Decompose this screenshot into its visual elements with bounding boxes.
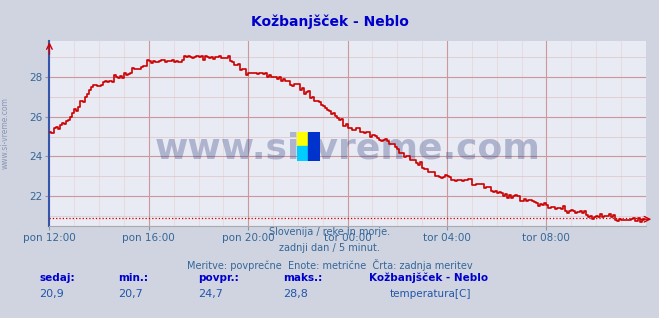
Text: Meritve: povprečne  Enote: metrične  Črta: zadnja meritev: Meritve: povprečne Enote: metrične Črta:…	[186, 259, 473, 271]
Text: www.si-vreme.com: www.si-vreme.com	[155, 131, 540, 165]
Text: sedaj:: sedaj:	[40, 273, 75, 283]
Bar	[297, 132, 308, 147]
Text: 20,9: 20,9	[40, 289, 65, 299]
Text: www.si-vreme.com: www.si-vreme.com	[1, 98, 10, 169]
Text: min.:: min.:	[119, 273, 149, 283]
Text: 24,7: 24,7	[198, 289, 223, 299]
Text: Kožbanjšček - Neblo: Kožbanjšček - Neblo	[250, 14, 409, 29]
Text: maks.:: maks.:	[283, 273, 323, 283]
Text: temperatura[C]: temperatura[C]	[390, 289, 472, 299]
Text: Kožbanjšček - Neblo: Kožbanjšček - Neblo	[369, 273, 488, 283]
Text: 20,7: 20,7	[119, 289, 144, 299]
Text: Slovenija / reke in morje.: Slovenija / reke in morje.	[269, 227, 390, 237]
Text: povpr.:: povpr.:	[198, 273, 239, 283]
Bar	[308, 132, 320, 161]
Text: zadnji dan / 5 minut.: zadnji dan / 5 minut.	[279, 243, 380, 253]
Text: 28,8: 28,8	[283, 289, 308, 299]
Bar	[297, 147, 308, 161]
